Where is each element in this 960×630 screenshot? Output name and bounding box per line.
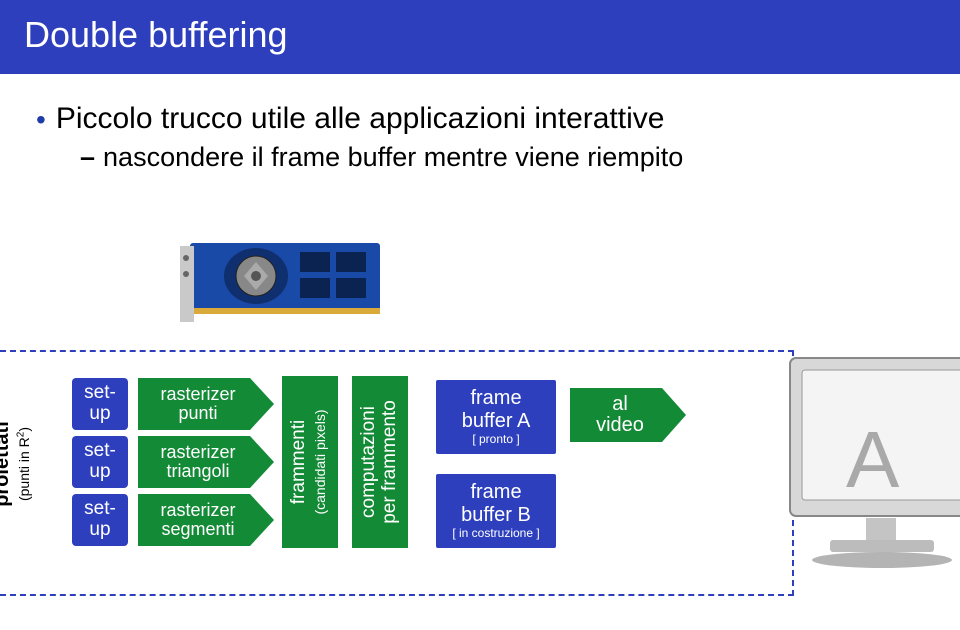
rasterizer-triangoli-label: rasterizer triangoli — [142, 436, 254, 488]
slide-title: Double buffering — [24, 14, 288, 55]
setup-box-3: set- up — [72, 494, 128, 546]
frammenti-l2: (candidati pixels) — [312, 409, 328, 514]
fb-b-title: frame — [470, 481, 521, 504]
fb-a-sub: buffer A — [462, 410, 531, 433]
frammenti-block: frammenti (candidati pixels) — [282, 376, 338, 548]
fb-b-status: [ in costruzione ] — [452, 527, 539, 541]
monitor-illustration: A — [770, 350, 960, 578]
computazioni-l1: computazioni — [358, 406, 379, 518]
rasterizer-segmenti: rasterizer segmenti — [138, 494, 250, 546]
monitor-letter: A — [846, 414, 899, 506]
sub-bullet: – nascondere il frame buffer mentre vien… — [80, 142, 940, 173]
setup-box-1: set- up — [72, 378, 128, 430]
setup-label-1: set- up — [84, 383, 116, 425]
setup-label-3: set- up — [84, 499, 116, 541]
bullet-area: • Piccolo trucco utile alle applicazioni… — [0, 74, 960, 183]
gpu-card-illustration — [180, 218, 400, 326]
computazioni-block: computazioni per frammento — [352, 376, 408, 548]
setup-label-2: set- up — [84, 441, 116, 483]
rasterizer-segmenti-label: rasterizer segmenti — [142, 494, 254, 546]
vlabel-line3: (punti in R2) — [16, 427, 32, 501]
dash-icon: – — [80, 142, 95, 173]
bullet-dot-icon: • — [36, 102, 46, 138]
setup-box-2: set- up — [72, 436, 128, 488]
vlabel-line2: proiettati — [0, 421, 13, 507]
al-video-label: al video — [574, 388, 666, 442]
main-bullet: • Piccolo trucco utile alle applicazioni… — [36, 102, 940, 138]
rasterizer-triangoli: rasterizer triangoli — [138, 436, 250, 488]
sub-bullet-text: nascondere il frame buffer mentre viene … — [103, 142, 683, 173]
frame-buffer-b: frame buffer B [ in costruzione ] — [436, 474, 556, 548]
slide-title-bar: Double buffering — [0, 0, 960, 74]
fb-a-status: [ pronto ] — [472, 433, 519, 447]
frame-buffer-a: frame buffer A [ pronto ] — [436, 380, 556, 454]
computazioni-l2: per frammento — [379, 400, 400, 524]
frammenti-l1: frammenti — [288, 420, 309, 504]
al-video-arrow: al video — [570, 388, 662, 442]
rasterizer-punti-label: rasterizer punti — [142, 378, 254, 430]
fb-a-title: frame — [470, 387, 521, 410]
bullet-text: Piccolo trucco utile alle applicazioni i… — [56, 102, 665, 136]
fb-b-sub: buffer B — [461, 504, 531, 527]
rasterizer-punti: rasterizer punti — [138, 378, 250, 430]
